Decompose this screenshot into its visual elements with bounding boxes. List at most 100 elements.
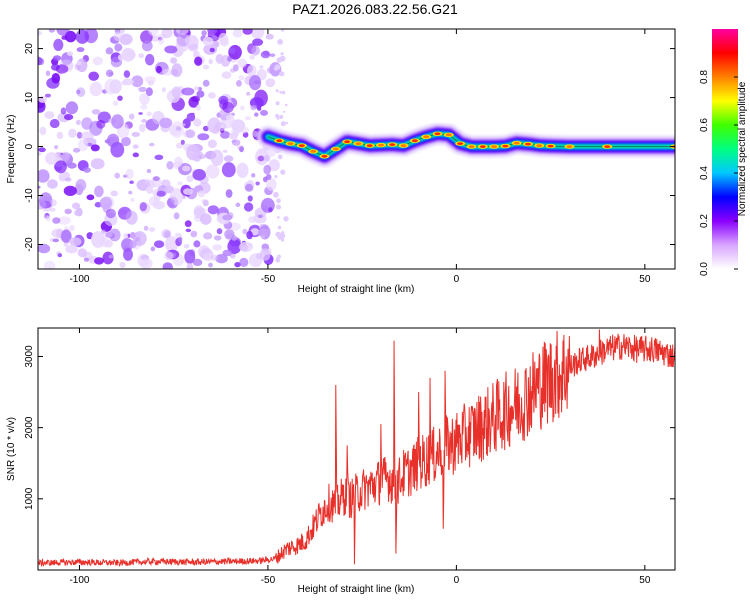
- noise-blob: [57, 253, 63, 258]
- colorbar-gradient: [712, 29, 738, 269]
- noise-blob: [249, 54, 256, 60]
- noise-blob: [277, 216, 280, 219]
- noise-blob: [174, 156, 183, 168]
- noise-blob: [232, 64, 239, 72]
- noise-blob: [43, 260, 56, 269]
- noise-blob: [141, 119, 147, 123]
- noise-blob: [227, 238, 242, 254]
- noise-blob: [207, 139, 217, 149]
- noise-blob: [177, 181, 183, 186]
- noise-blob: [192, 258, 203, 266]
- noise-blob: [238, 75, 245, 81]
- ridge-peak-core: [355, 142, 362, 146]
- noise-blob: [150, 246, 156, 252]
- ridge-peak-core: [479, 145, 486, 149]
- noise-blob: [186, 112, 196, 122]
- noise-blob: [89, 81, 103, 97]
- noise-blob: [237, 58, 248, 68]
- ridge-peak-core: [366, 144, 373, 148]
- ridge-peak-core: [276, 139, 283, 143]
- noise-blob: [67, 187, 74, 192]
- noise-blob: [184, 249, 196, 264]
- ridge-peak-core: [491, 145, 498, 149]
- noise-blob: [232, 29, 243, 38]
- noise-blob: [181, 165, 191, 172]
- ridge-peak-core: [566, 145, 573, 149]
- noise-blob: [38, 243, 51, 254]
- noise-blob: [146, 111, 152, 117]
- noise-blob: [281, 29, 285, 32]
- noise-blob: [208, 262, 213, 268]
- noise-blob: [243, 202, 254, 212]
- noise-blob: [152, 176, 160, 182]
- noise-blob: [76, 89, 81, 95]
- noise-blob: [234, 262, 241, 268]
- noise-blob: [83, 257, 90, 262]
- noise-blob: [54, 145, 59, 150]
- spectrogram-x-tick-label: 50: [639, 274, 651, 285]
- noise-blob: [91, 231, 106, 248]
- spectrogram-frame: [37, 28, 676, 270]
- noise-blob: [190, 230, 198, 238]
- noise-blob: [81, 131, 94, 140]
- noise-blob: [105, 47, 114, 55]
- noise-blob: [45, 70, 51, 77]
- noise-blob: [119, 261, 126, 269]
- noise-blob: [132, 152, 139, 158]
- ridge-peak-core: [310, 150, 317, 153]
- noise-blob: [64, 208, 72, 215]
- noise-blob: [83, 167, 91, 173]
- noise-blob: [56, 131, 64, 140]
- noise-blob: [221, 71, 232, 79]
- noise-blob: [239, 146, 244, 153]
- noise-blob: [128, 113, 135, 120]
- noise-blob: [159, 117, 173, 129]
- noise-blob: [207, 117, 222, 134]
- noise-blob: [280, 121, 286, 127]
- noise-blob: [143, 225, 149, 231]
- noise-blob: [147, 29, 159, 36]
- noise-blob: [54, 160, 67, 174]
- noise-blob: [247, 64, 257, 77]
- noise-blob: [244, 116, 252, 121]
- noise-blob: [222, 249, 233, 257]
- noise-blob: [52, 217, 61, 224]
- noise-blob: [162, 68, 172, 76]
- noise-blob: [161, 87, 166, 93]
- spectrogram-y-ticks: -20 -10 0 10 20: [24, 43, 675, 252]
- noise-blob: [38, 152, 42, 156]
- noise-blob: [231, 139, 241, 146]
- noise-blob: [164, 251, 174, 261]
- noise-blob: [114, 43, 123, 52]
- noise-blob: [108, 228, 121, 242]
- noise-blob: [161, 229, 172, 239]
- noise-blob: [193, 50, 200, 59]
- snr-x-tick-label: 0: [454, 575, 460, 586]
- colorbar-label: Normalized spectral amplitude: [737, 81, 748, 216]
- noise-blob: [104, 78, 117, 95]
- noise-blob: [161, 29, 173, 39]
- noise-blob: [193, 240, 201, 248]
- noise-blob: [203, 64, 210, 70]
- noise-blob: [283, 216, 289, 222]
- noise-blob: [113, 31, 122, 42]
- noise-blob: [274, 64, 281, 71]
- noise-blob: [170, 57, 178, 64]
- noise-blob: [279, 55, 286, 62]
- noise-blob: [75, 179, 87, 192]
- spectrogram-x-label: Height of straight line (km): [298, 284, 415, 295]
- noise-blob: [221, 162, 236, 178]
- noise-blob: [90, 144, 100, 152]
- noise-blob: [140, 104, 148, 110]
- noise-blob: [275, 113, 280, 119]
- noise-blob: [66, 51, 74, 56]
- noise-blob: [193, 118, 202, 127]
- noise-blob: [111, 114, 124, 129]
- noise-blob: [166, 161, 174, 170]
- noise-blob: [275, 258, 281, 263]
- noise-blob: [152, 200, 165, 210]
- noise-blob: [156, 190, 166, 197]
- noise-blob: [129, 240, 137, 248]
- ridge-peak-core: [525, 142, 531, 146]
- noise-blob: [121, 47, 136, 62]
